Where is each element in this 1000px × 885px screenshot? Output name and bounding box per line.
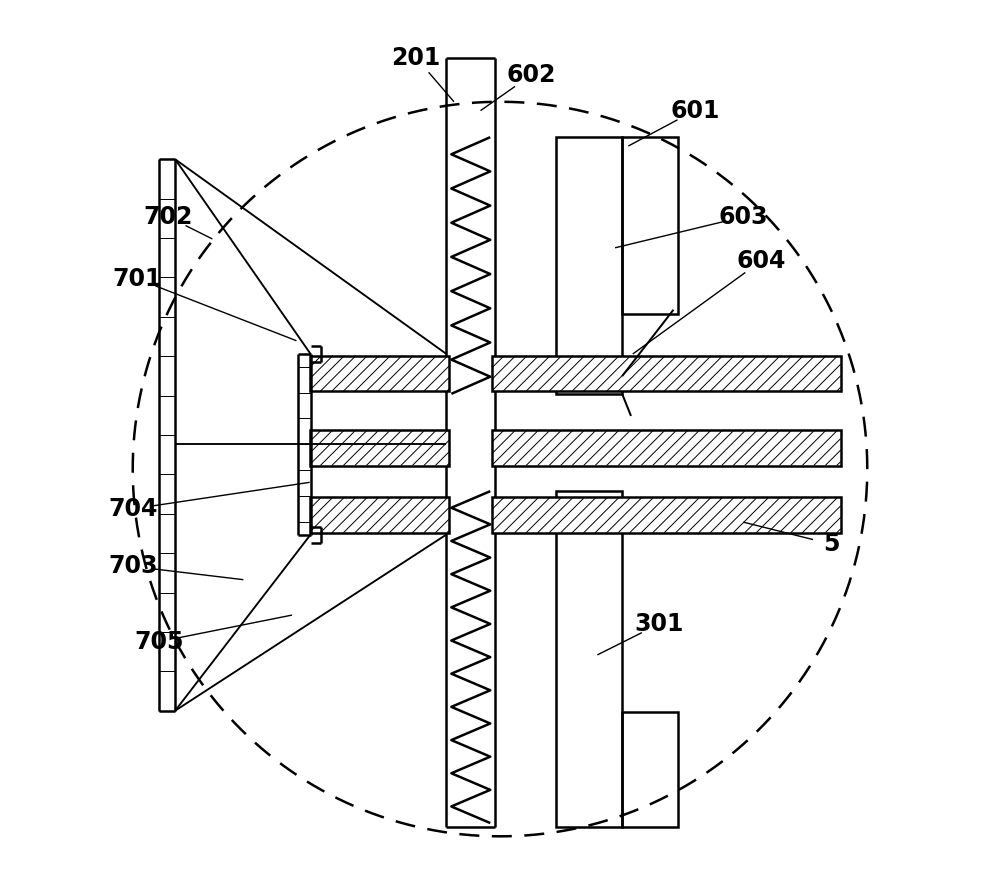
Bar	[622, 137, 678, 314]
Bar	[556, 137, 622, 394]
Text: 201: 201	[391, 45, 441, 70]
Text: 702: 702	[143, 204, 193, 229]
Bar	[310, 356, 449, 391]
Text: 601: 601	[670, 98, 719, 123]
Bar	[310, 430, 449, 466]
Text: 704: 704	[108, 496, 157, 521]
Text: 604: 604	[736, 249, 786, 273]
Bar	[492, 497, 841, 533]
Bar	[622, 712, 678, 827]
Text: 602: 602	[506, 63, 556, 88]
Text: 5: 5	[824, 532, 840, 557]
Text: 301: 301	[635, 612, 684, 636]
Bar	[492, 430, 841, 466]
Bar	[310, 497, 449, 533]
Text: 705: 705	[135, 629, 184, 654]
Bar	[492, 356, 841, 391]
Bar	[556, 491, 622, 827]
Text: 703: 703	[108, 554, 157, 579]
Text: 701: 701	[112, 266, 162, 291]
Text: 603: 603	[719, 204, 768, 229]
